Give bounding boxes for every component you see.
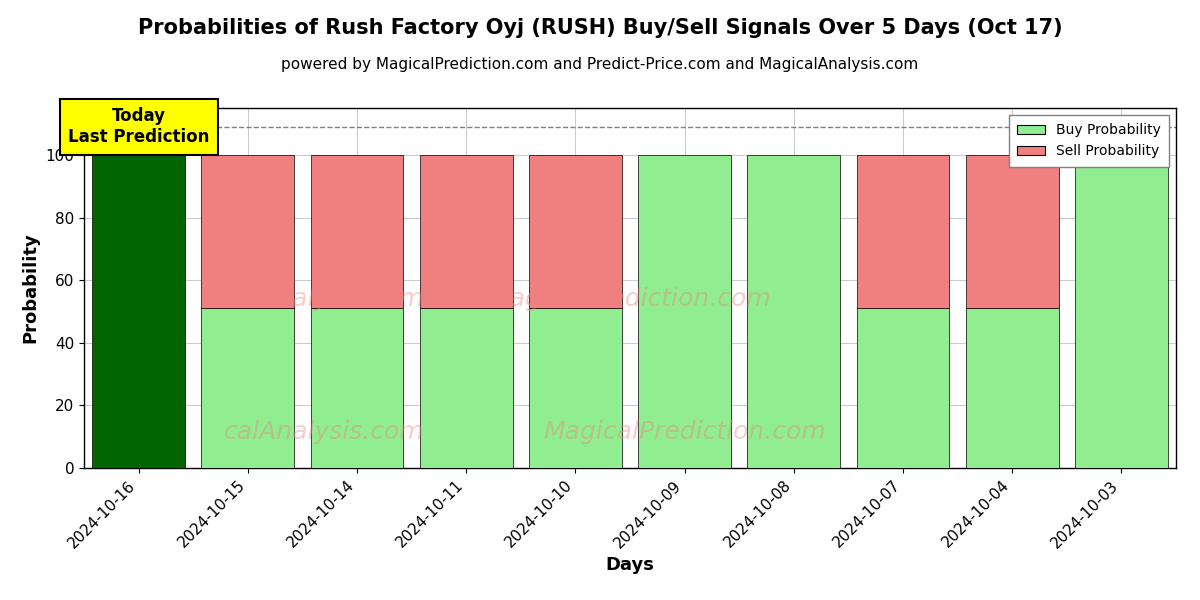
Text: calAnalysis.com: calAnalysis.com xyxy=(224,420,425,444)
Bar xyxy=(311,308,403,468)
Bar xyxy=(529,308,622,468)
Bar xyxy=(1075,155,1168,468)
Text: MagicalPrediction.com: MagicalPrediction.com xyxy=(544,420,826,444)
Bar xyxy=(529,155,622,308)
Y-axis label: Probability: Probability xyxy=(22,233,40,343)
Bar xyxy=(311,155,403,308)
Text: powered by MagicalPrediction.com and Predict-Price.com and MagicalAnalysis.com: powered by MagicalPrediction.com and Pre… xyxy=(281,57,919,72)
Text: calAnalysis.com: calAnalysis.com xyxy=(224,287,425,311)
Bar xyxy=(857,155,949,308)
Bar xyxy=(966,155,1058,308)
Bar xyxy=(420,308,512,468)
Text: Today
Last Prediction: Today Last Prediction xyxy=(68,107,209,146)
X-axis label: Days: Days xyxy=(606,556,654,574)
Legend: Buy Probability, Sell Probability: Buy Probability, Sell Probability xyxy=(1009,115,1169,167)
Bar xyxy=(92,155,185,468)
Bar xyxy=(638,155,731,468)
Bar xyxy=(420,155,512,308)
Text: MagicalPrediction.com: MagicalPrediction.com xyxy=(488,287,772,311)
Bar xyxy=(857,308,949,468)
Bar xyxy=(748,155,840,468)
Text: Probabilities of Rush Factory Oyj (RUSH) Buy/Sell Signals Over 5 Days (Oct 17): Probabilities of Rush Factory Oyj (RUSH)… xyxy=(138,18,1062,38)
Text: on.com: on.com xyxy=(857,287,949,311)
Bar xyxy=(966,308,1058,468)
Bar xyxy=(202,308,294,468)
Bar xyxy=(202,155,294,308)
